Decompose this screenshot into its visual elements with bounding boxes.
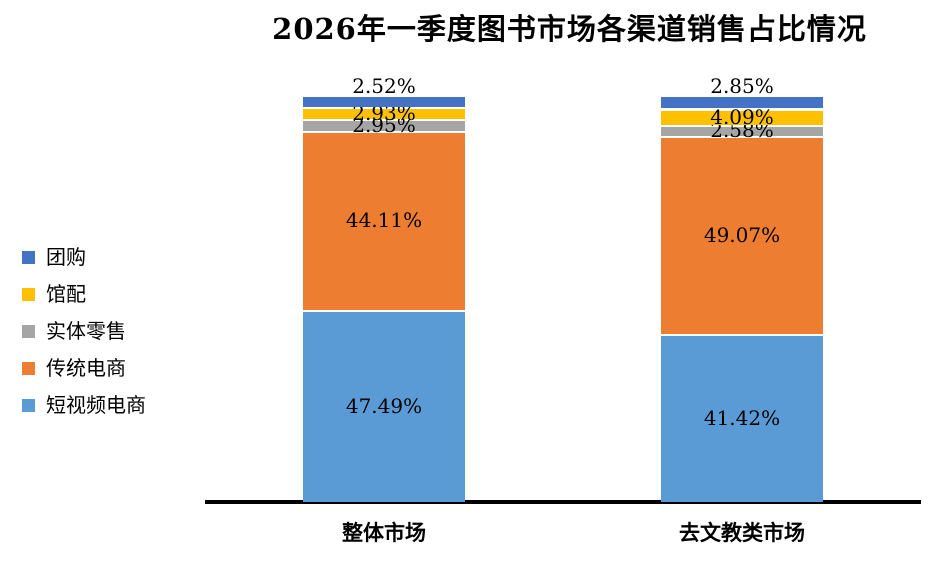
category-label-0: 整体市场 bbox=[342, 520, 426, 545]
value-label-去文教类市场-短视频电商: 41.42% bbox=[703, 406, 781, 431]
value-label-去文教类市场-传统电商: 49.07% bbox=[703, 222, 781, 247]
legend: 团购馆配实体零售传统电商短视频电商 bbox=[22, 247, 146, 432]
legend-label: 团购 bbox=[46, 245, 86, 269]
value-label-整体市场-团购: 2.52% bbox=[352, 74, 416, 98]
category-label-1: 去文教类市场 bbox=[679, 520, 805, 545]
legend-label: 传统电商 bbox=[46, 356, 126, 380]
bar-segment-整体市场-传统电商 bbox=[303, 131, 465, 310]
legend-item-4: 短视频电商 bbox=[22, 395, 146, 416]
legend-item-0: 团购 bbox=[22, 247, 146, 268]
bar-segment-去文教类市场-实体零售 bbox=[661, 125, 823, 136]
bar-segment-去文教类市场-团购 bbox=[661, 96, 823, 109]
value-label-去文教类市场-团购: 2.85% bbox=[710, 73, 774, 98]
legend-swatch-icon bbox=[22, 399, 35, 412]
bar-segment-整体市场-馆配 bbox=[303, 107, 465, 120]
value-label-整体市场-传统电商: 44.11% bbox=[345, 208, 423, 233]
x-axis-line bbox=[205, 500, 921, 504]
legend-label: 短视频电商 bbox=[46, 393, 146, 417]
legend-swatch-icon bbox=[22, 362, 35, 375]
legend-swatch-icon bbox=[22, 288, 35, 301]
bar-segment-去文教类市场-馆配 bbox=[661, 108, 823, 126]
bar-segment-去文教类市场-短视频电商 bbox=[661, 334, 823, 502]
bar-segment-整体市场-团购 bbox=[303, 97, 465, 108]
bar-segment-整体市场-实体零售 bbox=[303, 119, 465, 131]
legend-label: 实体零售 bbox=[46, 319, 126, 343]
legend-item-2: 实体零售 bbox=[22, 321, 146, 342]
legend-swatch-icon bbox=[22, 251, 35, 264]
legend-item-3: 传统电商 bbox=[22, 358, 146, 379]
legend-swatch-icon bbox=[22, 325, 35, 338]
legend-label: 馆配 bbox=[46, 282, 86, 306]
value-label-整体市场-馆配: 2.93% bbox=[352, 101, 416, 126]
value-label-整体市场-实体零售: 2.95% bbox=[352, 113, 416, 138]
chart-title: 2026年一季度图书市场各渠道销售占比情况 bbox=[272, 12, 867, 46]
value-label-整体市场-短视频电商: 47.49% bbox=[345, 393, 423, 418]
value-label-去文教类市场-馆配: 4.09% bbox=[710, 104, 774, 129]
bar-segment-整体市场-短视频电商 bbox=[303, 309, 465, 502]
bar-segment-去文教类市场-传统电商 bbox=[661, 135, 823, 335]
legend-item-1: 馆配 bbox=[22, 284, 146, 305]
